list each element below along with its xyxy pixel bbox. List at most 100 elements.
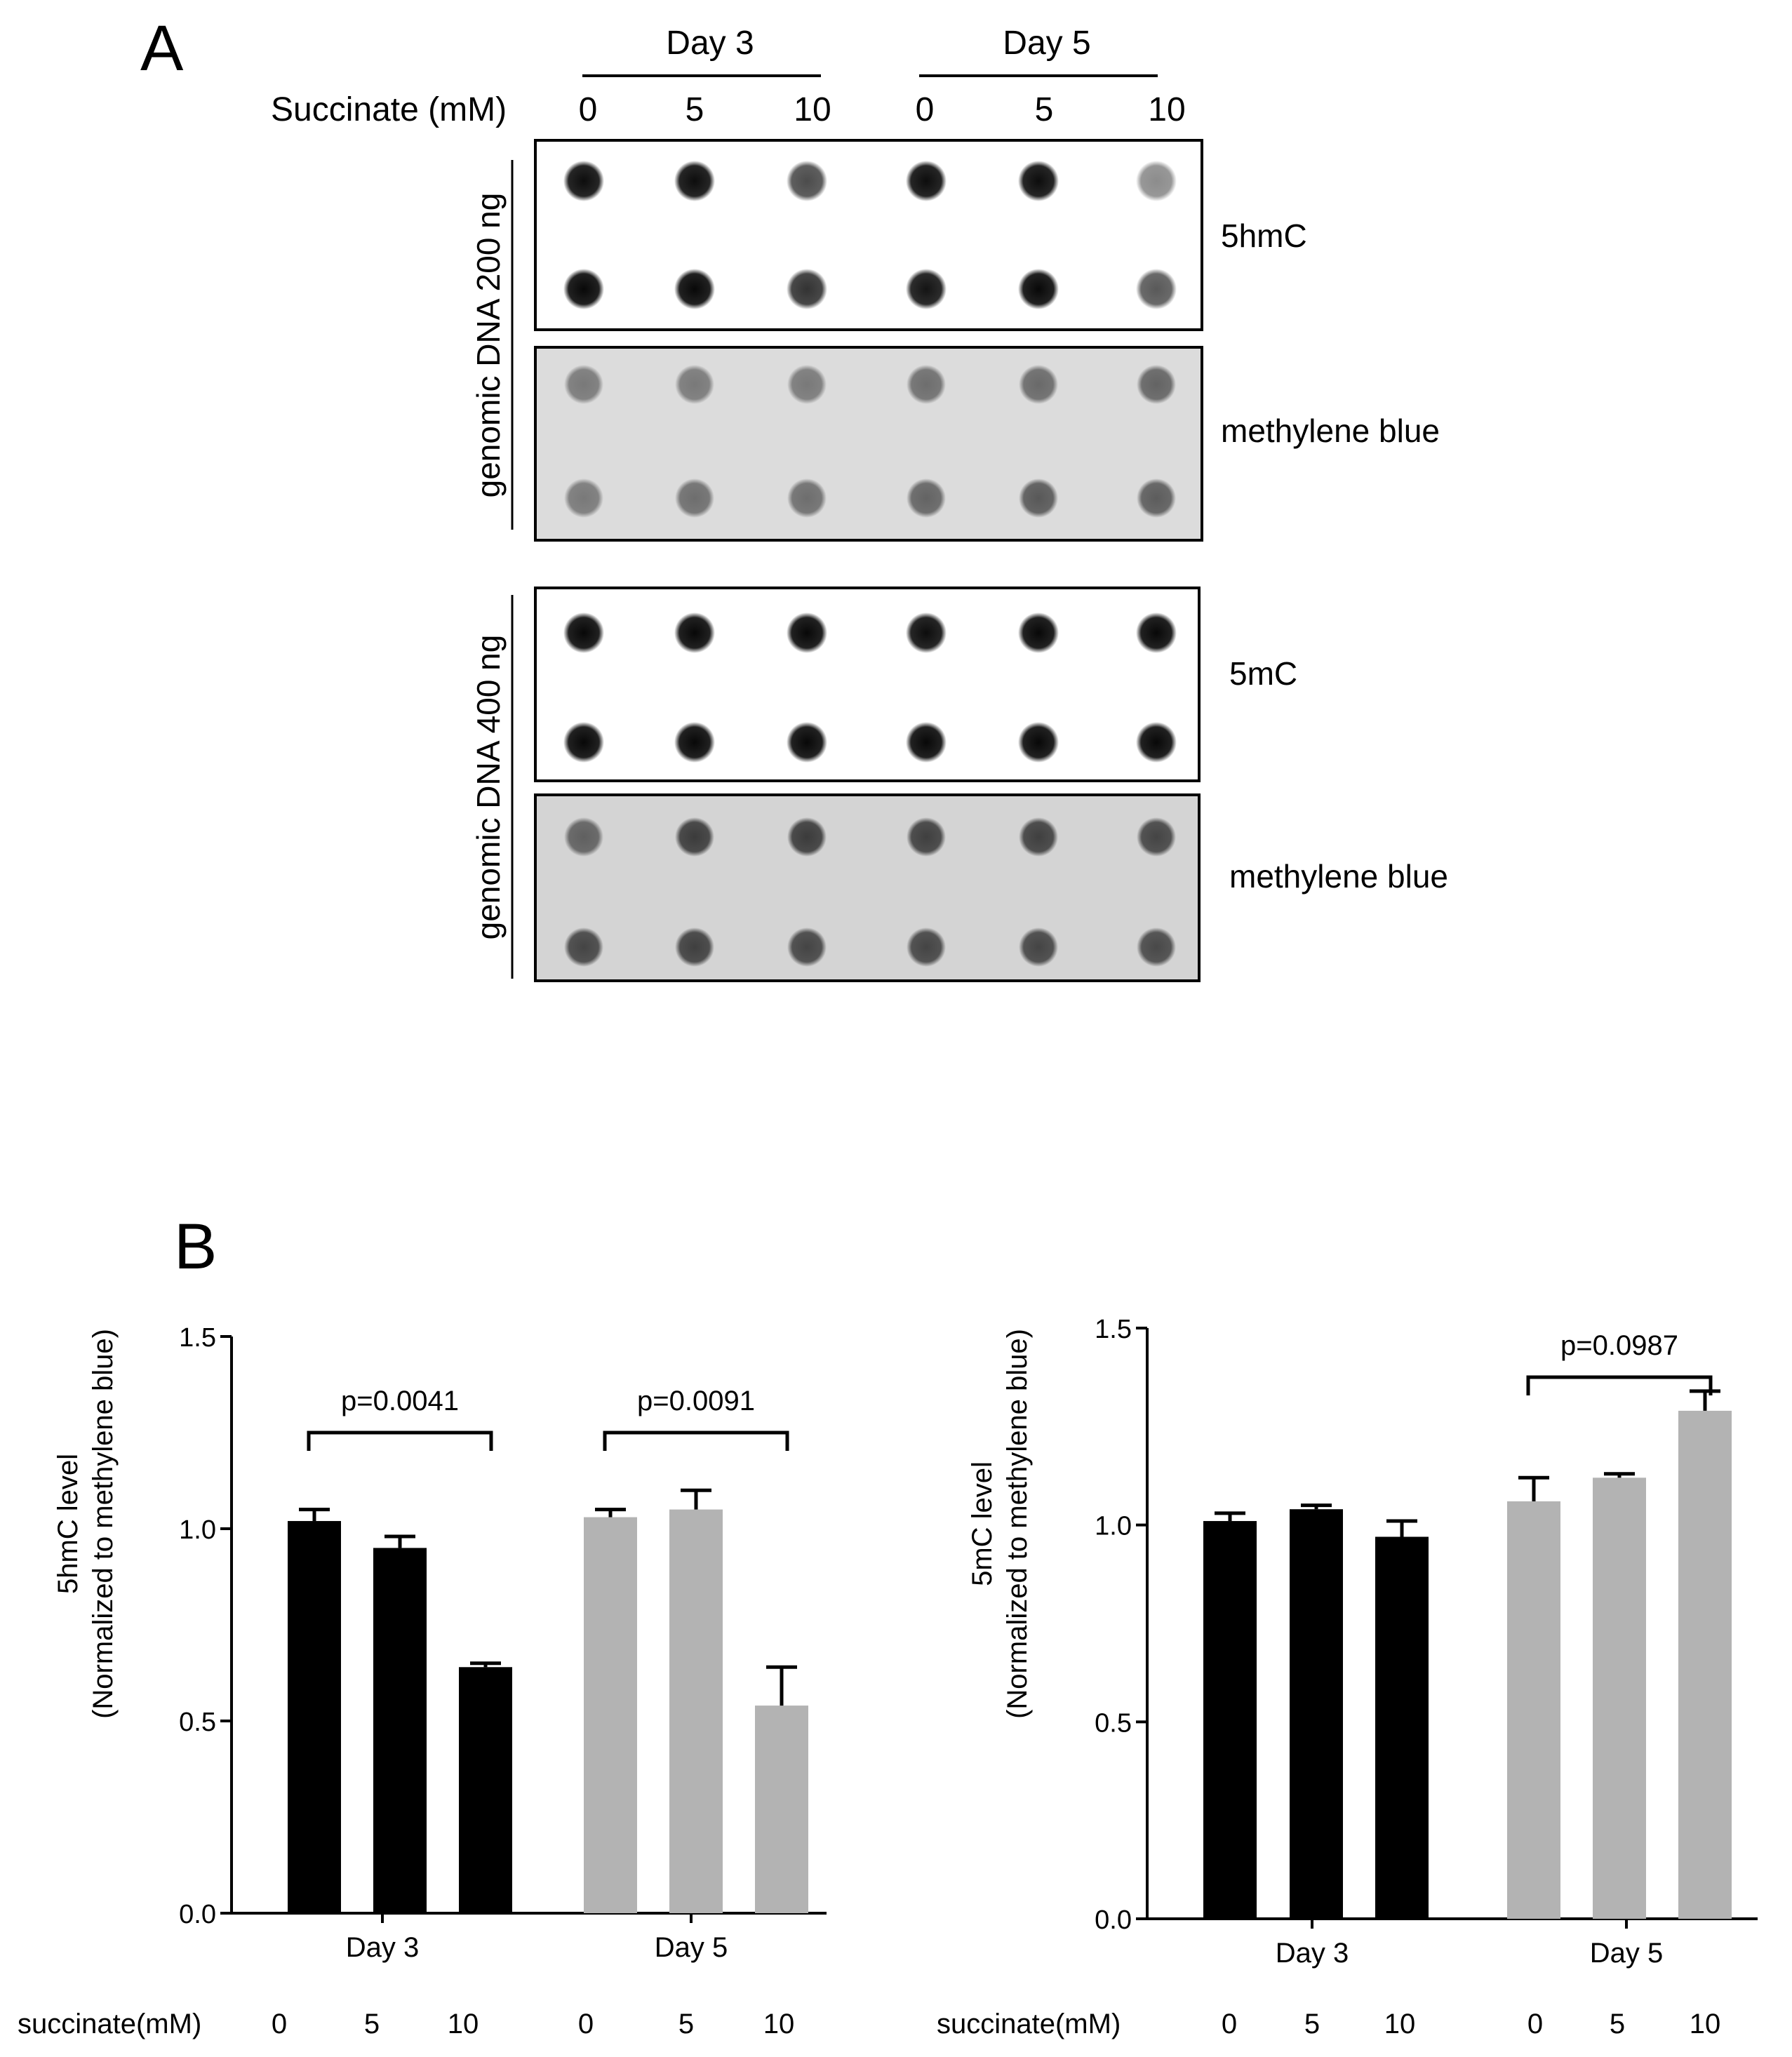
- blot-dot: [1137, 478, 1176, 518]
- blot-dot: [787, 161, 827, 201]
- bar: [669, 1509, 723, 1913]
- blot-dot: [906, 612, 947, 653]
- blot1-5hmc-dots: [563, 161, 1177, 309]
- blot-dot: [787, 927, 827, 967]
- blot-dot: [906, 161, 947, 201]
- blot1-mb-membrane: [534, 346, 1203, 542]
- blot-dot: [675, 478, 714, 518]
- bar: [1678, 1410, 1732, 1919]
- blot-dot: [1136, 161, 1177, 201]
- blot-dot: [564, 478, 603, 518]
- chart2-x-prefix: succinate(mM): [937, 2009, 1121, 2039]
- blot1-5hmc-label: 5hmC: [1221, 217, 1307, 254]
- blot-dot: [674, 269, 715, 309]
- conc-header-1: 5: [686, 91, 704, 128]
- bar: [459, 1667, 512, 1913]
- x-group-label: Day 3: [346, 1932, 420, 1963]
- x-category-label: 10: [1690, 2009, 1721, 2039]
- blot1-mb-label: methylene blue: [1221, 413, 1440, 449]
- chart-5hmc: 5hmC level (Normalized to methylene blue…: [18, 1323, 827, 2039]
- chart1-ylabel-line2: (Normalized to methylene blue): [88, 1329, 119, 1719]
- bar: [1203, 1521, 1257, 1919]
- blot2-side-label: genomic DNA 400 ng: [470, 635, 507, 940]
- blot1-mb-dots: [564, 365, 1176, 518]
- conc-header-4: 5: [1035, 91, 1054, 128]
- blot-dot: [907, 365, 946, 404]
- blot-200ng: genomic DNA 200 ng 5hmC methylene blue: [470, 139, 1440, 542]
- blot-dot: [1137, 817, 1176, 857]
- bar: [288, 1521, 341, 1913]
- blot-dot: [1018, 612, 1059, 653]
- x-category-label: 5: [1304, 2009, 1320, 2039]
- conc-header-2: 10: [794, 91, 831, 128]
- day3-header: Day 3: [666, 25, 754, 62]
- x-category-label: 10: [763, 2009, 795, 2039]
- blot-dot: [674, 612, 715, 653]
- blot-dot: [564, 365, 603, 404]
- significance-bracket: [307, 1430, 493, 1451]
- blot-dot: [787, 722, 827, 763]
- blot-dot: [906, 269, 947, 309]
- blot-dot: [563, 722, 604, 763]
- p-value-label: p=0.0987: [1560, 1330, 1678, 1361]
- blot-dot: [564, 817, 603, 857]
- x-group-label: Day 3: [1276, 1938, 1349, 1969]
- blot-dot: [1019, 478, 1058, 518]
- blot-dot: [787, 817, 827, 857]
- x-category-label: 10: [1384, 2009, 1416, 2039]
- blot-dot: [563, 612, 604, 653]
- x-category-label: 0: [272, 2009, 287, 2039]
- blot2-mb-dots: [564, 817, 1176, 967]
- blot-dot: [1136, 612, 1177, 653]
- blot-dot: [906, 722, 947, 763]
- blot1-5hmc-membrane: [534, 139, 1203, 331]
- blot-dot: [907, 817, 946, 857]
- conc-header-0: 0: [579, 91, 598, 128]
- x-category-label: 0: [578, 2009, 594, 2039]
- blot-dot: [675, 927, 714, 967]
- y-tick-label: 1.5: [179, 1323, 216, 1353]
- blot-dot: [1019, 817, 1058, 857]
- blot2-5mc-dots: [563, 612, 1177, 763]
- blot-dot: [1137, 927, 1176, 967]
- bar: [1593, 1478, 1646, 1919]
- bar: [1290, 1509, 1343, 1919]
- blot-dot: [1019, 927, 1058, 967]
- blot2-5mc-label: 5mC: [1229, 655, 1297, 692]
- blot2-mb-label: methylene blue: [1229, 858, 1448, 895]
- panel-a-label: A: [140, 13, 184, 84]
- chart1-x-prefix: succinate(mM): [18, 2009, 201, 2039]
- x-category-label: 10: [448, 2009, 479, 2039]
- bar: [373, 1548, 427, 1913]
- blot-dot: [787, 612, 827, 653]
- day5-header: Day 5: [1003, 25, 1090, 62]
- blot-dot: [674, 161, 715, 201]
- blot-dot: [564, 927, 603, 967]
- y-tick-label: 1.5: [1095, 1315, 1132, 1344]
- y-tick-label: 0.0: [1095, 1905, 1132, 1935]
- blot-dot: [907, 927, 946, 967]
- y-tick-label: 0.5: [179, 1708, 216, 1737]
- chart-5mc: 5mC level (Normalized to methylene blue)…: [937, 1315, 1758, 2039]
- blot-dot: [675, 817, 714, 857]
- blot-dot: [675, 365, 714, 404]
- blot-dot: [1018, 161, 1059, 201]
- bar: [584, 1517, 637, 1913]
- blot-dot: [1136, 269, 1177, 309]
- blot-dot: [1018, 269, 1059, 309]
- x-category-label: 5: [364, 2009, 380, 2039]
- chart2-ylabel-line2: (Normalized to methylene blue): [1002, 1329, 1033, 1719]
- blot-dot: [1137, 365, 1176, 404]
- chart1-ylabel-line1: 5hmC level: [53, 1454, 83, 1594]
- p-value-label: p=0.0041: [341, 1386, 459, 1416]
- blot1-side-label: genomic DNA 200 ng: [470, 193, 507, 498]
- blot-dot: [787, 365, 827, 404]
- bar: [1375, 1536, 1429, 1919]
- p-value-label: p=0.0091: [637, 1386, 755, 1416]
- panel-b-label: B: [174, 1211, 217, 1282]
- y-tick-label: 1.0: [1095, 1512, 1132, 1541]
- blot2-mb-membrane: [534, 793, 1201, 982]
- blot-dot: [787, 269, 827, 309]
- x-category-label: 5: [678, 2009, 694, 2039]
